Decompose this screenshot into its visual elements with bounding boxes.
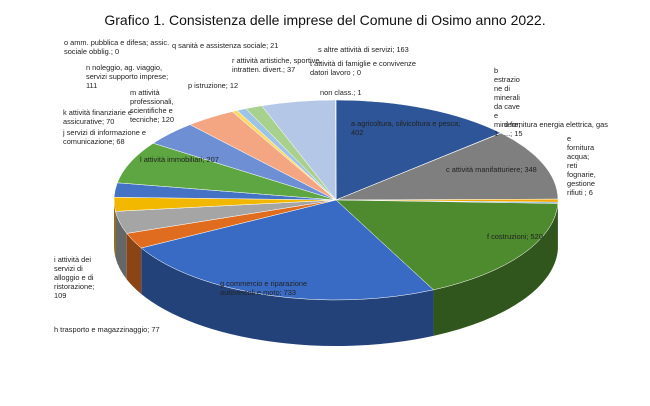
data-label-n-noleggio-ag-viaggio-servizi-supporto-i: n noleggio, ag. viaggio, servizi supporto… [86, 63, 168, 90]
pie-slice-c-attivita-manifatturiere [335, 132, 559, 201]
data-label-k-attivita-finanziarie-e-assicurative: k attività finanziarie e assicurative; 70 [63, 108, 132, 126]
pie-side-j-servizi-di-informazione-e-comunicazion [114, 200, 116, 258]
data-label-p-istruzione: p istruzione; 12 [188, 81, 238, 90]
data-label-f-costruzioni: f costruzioni; 520 [487, 232, 543, 241]
data-label-l-attivita-immobiliari: l attività immobiliari; 207 [140, 155, 219, 164]
data-label-j-servizi-di-informazione-e-comunicazion: j servizi di informazione e comunicazione… [62, 128, 146, 146]
data-label-non-class: non class.; 1 [320, 88, 362, 97]
data-label-g-commercio-e-riparazione-autoveicoli-e-: g commercio e riparazione autoveicoli e m… [220, 279, 307, 297]
data-label-d-fornitura-energia-elettrica-gas: d fornitura energia elettrica, gas...; 1… [504, 120, 608, 138]
pie-slices [113, 99, 559, 301]
data-label-m-attivita-professionali-scientifiche-e-: m attività professionali, scientifiche e te… [130, 88, 174, 124]
data-label-t-attivita-di-famiglie-e-convivenze-dato: t attività di famiglie e convivenze dator… [310, 59, 416, 77]
pie-slice-a-agricoltura-silvicoltura-e-pesca [335, 99, 502, 201]
data-label-c-attivita-manifatturiere: c attività manifatturiere; 348 [446, 165, 537, 174]
pie-side-h-trasporto-e-magazzinaggio [126, 233, 142, 295]
data-label-i-attivita-dei-servizi-di-alloggio-e-di-: i attività dei servizi di alloggio e di ris… [54, 255, 94, 300]
pie-slice-g-commercio-e-riparazione-autoveicoli-e- [140, 199, 434, 301]
data-label-s-altre-attivita-di-servizi: s altre attività di servizi; 163 [318, 45, 409, 54]
data-label-h-trasporto-e-magazzinaggio: h trasporto e magazzinaggio; 77 [54, 325, 160, 334]
data-label-e-fornitura-acqua-reti-fognarie-gestione: e fornitura acqua; reti fognarie, gestione rif… [567, 134, 596, 197]
data-label-r-attivita-artistiche-sportive-intratten: r attività artistiche, sportive, intratte… [232, 56, 322, 74]
data-label-b-estrazione-di-minerali-da-cave-e-minie: b estrazio ne di minerali da cave e miniere; 1 [494, 66, 520, 138]
data-label-q-sanita-e-assistenza-sociale: q sanità e assistenza sociale; 21 [172, 41, 278, 50]
data-label-o-amm-pubblica-e-difesa-assic-sociale-ob: o amm. pubblica e difesa; assic. sociale … [64, 38, 169, 56]
pie-side-g-commercio-e-riparazione-autoveicoli-e- [141, 248, 434, 347]
pie-slice-f-costruzioni [335, 199, 559, 291]
chart-title: Grafico 1. Consistenza delle imprese del… [104, 12, 546, 28]
pie-side-i-attivita-dei-servizi-di-alloggio-e-di- [115, 211, 127, 280]
slice-labels: a agricoltura, silvicoltura e pesca; 402 b… [54, 38, 608, 334]
data-label-a-agricoltura-silvicoltura-e-pesca: a agricoltura, silvicoltura e pesca; 402 [351, 119, 460, 137]
